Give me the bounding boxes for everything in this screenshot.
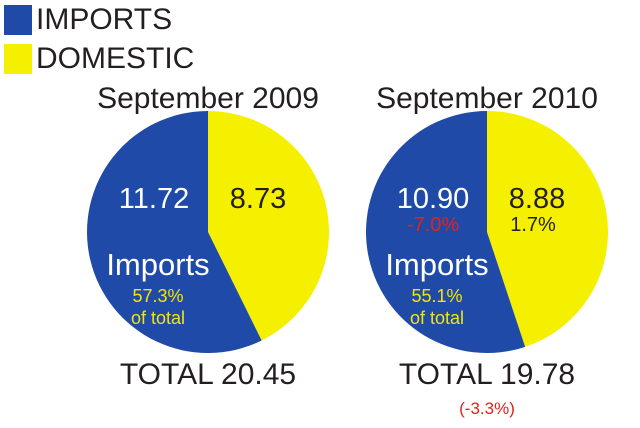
chart2-title: September 2010 <box>376 82 598 115</box>
chart2-imports-share-suffix: of total <box>410 308 464 328</box>
chart1-slice-imports <box>87 111 262 353</box>
chart2-total-change: (-3.3%) <box>459 399 515 418</box>
chart1-imports-value: 11.72 <box>119 183 189 215</box>
chart2-imports-value: 10.90 <box>397 183 470 215</box>
legend-swatch-domestic <box>4 44 32 74</box>
chart2-total: TOTAL 19.78 <box>399 358 575 391</box>
chart2-imports-change: -7.0% <box>407 214 459 236</box>
chart2-domestic-change: 1.7% <box>510 214 556 236</box>
chart1-domestic-value: 8.73 <box>230 183 286 215</box>
chart1-title: September 2009 <box>97 82 319 115</box>
chart1-slice-domestic <box>208 111 330 341</box>
chart1-imports-share: 57.3% <box>132 286 183 306</box>
legend-item-domestic: DOMESTIC <box>4 44 194 74</box>
legend-swatch-imports <box>4 5 32 35</box>
chart1-imports-share-suffix: of total <box>131 308 185 328</box>
chart1-total: TOTAL 20.45 <box>120 358 296 391</box>
legend-item-imports: IMPORTS <box>4 5 172 35</box>
chart2-slice-imports <box>366 111 526 353</box>
chart2-slice-domestic <box>487 111 609 347</box>
legend-label-domestic: DOMESTIC <box>36 42 195 75</box>
chart1-imports-segment-label: Imports <box>106 247 209 282</box>
legend-label-imports: IMPORTS <box>36 3 173 36</box>
chart2-imports-segment-label: Imports <box>385 247 488 282</box>
chart2-domestic-value: 8.88 <box>509 183 565 215</box>
chart2-imports-share: 55.1% <box>411 286 462 306</box>
